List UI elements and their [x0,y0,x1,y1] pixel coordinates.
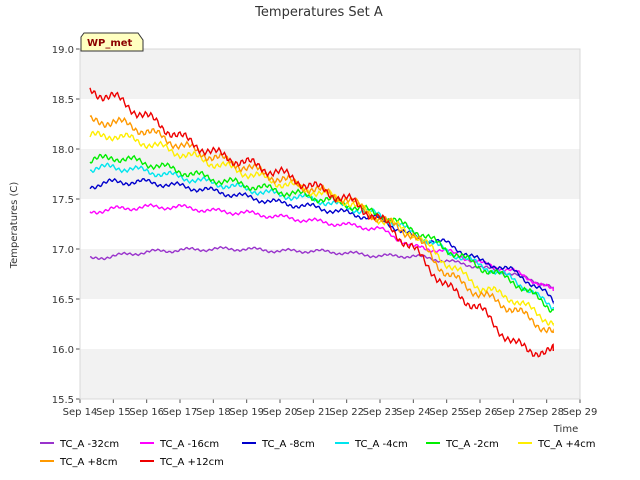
y-tick-label: 17.0 [52,245,74,256]
series-lines [89,87,554,358]
plot-background-bands [80,49,580,399]
y-tick-label: 15.5 [52,395,74,406]
legend-item: TC_A +12cm [140,457,224,468]
x-tick-label: Sep 25 [429,407,464,418]
station-badge-label: WP_met [87,38,133,49]
x-tick-label: Sep 21 [296,407,331,418]
y-tick-label: 19.0 [52,45,74,56]
x-tick-label: Sep 18 [196,407,231,418]
y-tick-label: 16.5 [52,295,74,306]
series-line-5 [89,153,554,313]
legend-label: TC_A +8cm [59,457,118,468]
legend-label: TC_A -4cm [354,439,408,450]
legend-item: TC_A -32cm [40,439,119,450]
series-line-7 [89,114,554,334]
legend-item: TC_A -16cm [140,439,219,450]
legend-label: TC_A +4cm [537,439,596,450]
legend-item: TC_A +4cm [518,439,596,450]
x-tick-label: Sep 19 [229,407,264,418]
y-axis-ticks: 15.5 16.0 16.5 17.0 17.5 18.0 18.5 19.0 [52,45,80,406]
grid-band [80,349,580,399]
legend-label: TC_A -8cm [261,439,315,450]
y-tick-label: 18.5 [52,95,74,106]
plot-frame [79,48,581,400]
y-tick-label: 17.5 [52,195,74,206]
x-tick-label: Sep 29 [563,407,598,418]
x-tick-label: Sep 24 [396,407,431,418]
x-tick-label: Sep 14 [63,407,98,418]
legend-label: TC_A -16cm [159,439,219,450]
x-tick-label: Sep 15 [96,407,131,418]
station-badge: WP_met [80,32,144,52]
station-badge-box [80,32,144,52]
x-tick-label: Sep 23 [363,407,398,418]
y-tick-label: 16.0 [52,345,74,356]
chart-title: Temperatures Set A [254,5,383,20]
x-tick-label: Sep 28 [529,407,564,418]
x-tick-label: Sep 17 [163,407,198,418]
grid-band [80,299,580,349]
legend-item: TC_A -4cm [335,439,408,450]
series-line-2 [89,203,554,292]
legend-label: TC_A -32cm [59,439,119,450]
legend-item: TC_A +8cm [40,457,118,468]
x-tick-label: Sep 20 [263,407,298,418]
legend-item: TC_A -2cm [426,439,499,450]
legend-item: TC_A -8cm [242,439,315,450]
x-axis-label: Time [553,424,578,435]
y-tick-label: 18.0 [52,145,74,156]
legend-label: TC_A +12cm [159,457,224,468]
series-line-4 [89,162,554,311]
x-tick-label: Sep 27 [496,407,531,418]
grid-band [80,49,580,99]
grid-band [80,199,580,249]
legend-label: TC_A -2cm [445,439,499,450]
series-line-6 [89,130,554,327]
y-axis-label: Temperatures (C) [9,182,20,270]
series-line-8 [89,87,554,358]
x-tick-label: Sep 16 [129,407,164,418]
legend: TC_A -32cm TC_A -16cm TC_A -8cm TC_A -4cm TC… [40,439,596,468]
grid-band [80,99,580,149]
x-tick-label: Sep 22 [329,407,364,418]
x-tick-label: Sep 26 [463,407,498,418]
